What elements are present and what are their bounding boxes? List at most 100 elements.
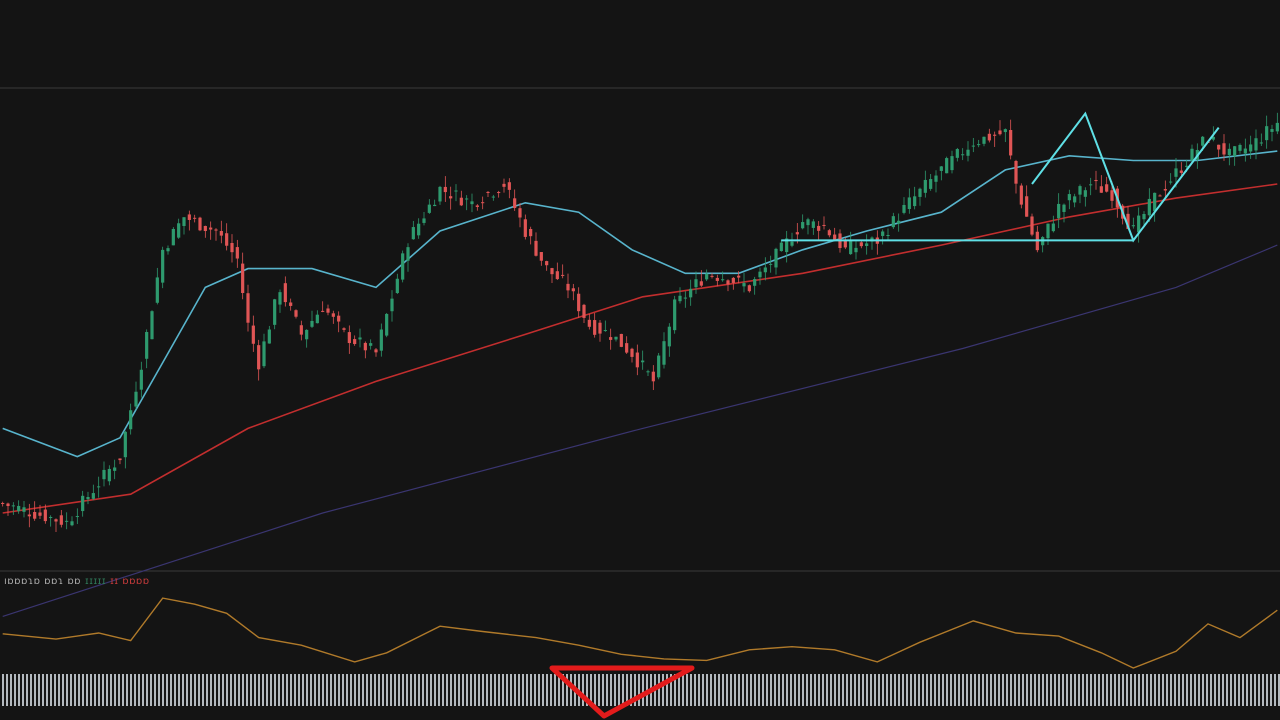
volume-bar xyxy=(818,674,820,706)
candle-body xyxy=(993,134,997,136)
volume-bar xyxy=(982,674,984,706)
candle-body xyxy=(827,230,831,236)
volume-bar xyxy=(162,674,164,706)
volume-bar xyxy=(670,674,672,706)
candle-body xyxy=(198,217,202,231)
candle-body xyxy=(609,337,613,340)
candle-body xyxy=(1227,148,1231,156)
candle-body xyxy=(737,275,741,278)
volume-bar xyxy=(946,674,948,706)
candle-body xyxy=(955,149,959,158)
volume-bar xyxy=(698,674,700,706)
volume-bar xyxy=(294,674,296,706)
volume-bar xyxy=(62,674,64,706)
candle-body xyxy=(849,241,853,255)
volume-bar xyxy=(438,674,440,706)
volume-bar xyxy=(838,674,840,706)
candle-body xyxy=(1169,181,1173,183)
volume-bar xyxy=(490,674,492,706)
candle-body xyxy=(182,217,186,227)
candle-body xyxy=(1217,144,1221,150)
candle-body xyxy=(1137,215,1141,233)
volume-bar xyxy=(1050,674,1052,706)
candle-body xyxy=(251,325,255,344)
volume-bar xyxy=(1066,674,1068,706)
volume-bar xyxy=(1010,674,1012,706)
volume-bar xyxy=(1210,674,1212,706)
volume-bar xyxy=(378,674,380,706)
marker-layer xyxy=(549,665,695,719)
volume-bar xyxy=(346,674,348,706)
volume-bar xyxy=(898,674,900,706)
volume-bar xyxy=(154,674,156,706)
volume-bar xyxy=(146,674,148,706)
volume-bar xyxy=(450,674,452,706)
candle-body xyxy=(342,328,346,330)
volume-bar xyxy=(754,674,756,706)
candle-body xyxy=(150,311,154,340)
volume-bar xyxy=(434,674,436,706)
candle-body xyxy=(358,337,362,340)
candle-body xyxy=(689,288,693,298)
volume-bar xyxy=(442,674,444,706)
volume-bar xyxy=(426,674,428,706)
candle-body xyxy=(582,304,586,318)
volume-bar xyxy=(954,674,956,706)
candle-body xyxy=(449,196,453,199)
candle-body xyxy=(683,297,687,299)
volume-bar xyxy=(826,674,828,706)
volume-bar xyxy=(302,674,304,706)
candle-body xyxy=(294,310,298,317)
indicator-legend-text: ıɒɒɒɿɒ ɒɒɿ ɒɒ xyxy=(4,576,82,587)
candle-body xyxy=(278,292,282,305)
volume-bar xyxy=(1086,674,1088,706)
candle-body xyxy=(465,198,469,200)
candle-body xyxy=(673,299,677,331)
volume-bar xyxy=(542,674,544,706)
candle-body xyxy=(945,158,949,174)
candle-body xyxy=(571,288,575,292)
volume-bar xyxy=(282,674,284,706)
volume-bar xyxy=(78,674,80,706)
candle-body xyxy=(486,191,490,193)
volume-bar xyxy=(238,674,240,706)
candle-body xyxy=(65,520,69,522)
candle-body xyxy=(710,275,714,277)
candle-body xyxy=(411,227,415,240)
volume-bar xyxy=(50,674,52,706)
volume-bar xyxy=(546,674,548,706)
volume-bar xyxy=(1090,674,1092,706)
volume-bar xyxy=(622,674,624,706)
volume-bar xyxy=(858,674,860,706)
volume-bar xyxy=(882,674,884,706)
volume-bar xyxy=(722,674,724,706)
volume-bar xyxy=(454,674,456,706)
volume-bar xyxy=(422,674,424,706)
volume-bar xyxy=(38,674,40,706)
candle-body xyxy=(491,196,495,198)
candle-body xyxy=(1126,213,1130,229)
candle-body xyxy=(273,299,277,325)
volume-bar xyxy=(46,674,48,706)
oscillator-panel[interactable] xyxy=(2,597,1278,669)
volume-bar xyxy=(738,674,740,706)
volume-bar xyxy=(1166,674,1168,706)
candle-body xyxy=(395,278,399,294)
volume-bar xyxy=(570,674,572,706)
volume-bar xyxy=(406,674,408,706)
candle-body xyxy=(801,222,805,229)
volume-bar xyxy=(1098,674,1100,706)
candle-body xyxy=(166,248,170,252)
candle-body xyxy=(603,330,607,332)
volume-bar xyxy=(890,674,892,706)
volume-bar xyxy=(998,674,1000,706)
price-panel[interactable] xyxy=(1,111,1279,617)
volume-bar xyxy=(1074,674,1076,706)
volume-bar xyxy=(2,674,4,706)
candle-body xyxy=(422,218,426,223)
volume-bar xyxy=(1194,674,1196,706)
candle-body xyxy=(651,371,655,382)
volume-bar xyxy=(930,674,932,706)
candle-body xyxy=(1153,192,1157,212)
volume-bar xyxy=(566,674,568,706)
